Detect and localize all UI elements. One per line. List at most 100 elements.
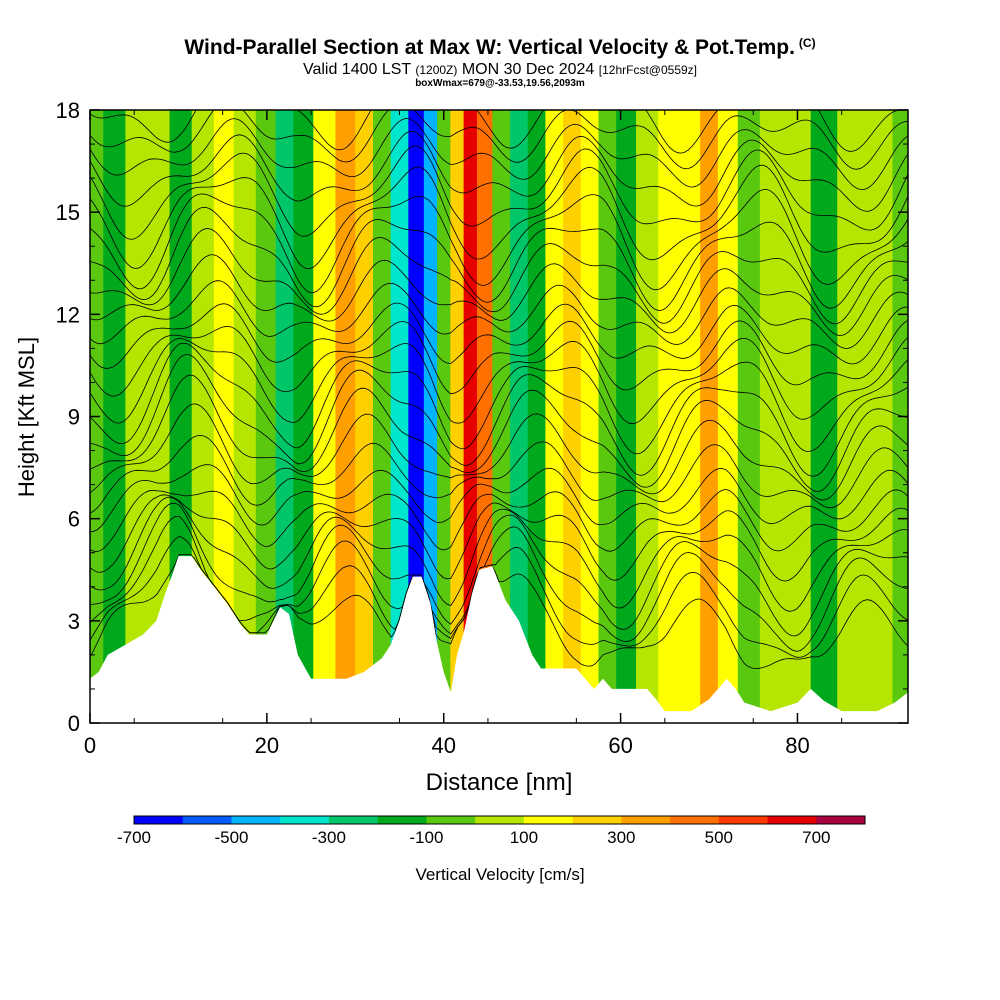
velocity-band	[313, 110, 336, 723]
x-tick-label: 80	[785, 733, 809, 758]
theta-contour	[90, 488, 908, 553]
velocity-band	[355, 110, 374, 723]
colorbar-swatch	[182, 816, 232, 824]
x-tick-label: 0	[84, 733, 96, 758]
velocity-band	[463, 110, 478, 723]
velocity-band	[700, 110, 719, 723]
subtitle-date: MON 30 Dec 2024	[457, 61, 599, 78]
theta-contour	[90, 130, 908, 212]
theta-contour	[90, 110, 908, 154]
colorbar-tick-label: 500	[705, 828, 733, 847]
velocity-band	[492, 110, 511, 723]
y-tick-label: 15	[56, 200, 80, 225]
theta-contour	[90, 188, 908, 294]
colorbar-tick-label: -700	[117, 828, 151, 847]
theta-contour	[90, 502, 908, 637]
theta-contour	[90, 374, 908, 492]
theta-contour	[90, 403, 908, 501]
y-axis-ticks: 0 3 6 9 12 15 18	[56, 98, 908, 736]
velocity-band	[810, 110, 838, 723]
x-axis-ticks: 0 20 40 60 80	[84, 110, 843, 758]
colorbar-swatch	[280, 816, 330, 824]
velocity-band	[545, 110, 564, 723]
x-tick-label: 60	[608, 733, 632, 758]
colorbar-tick-label: -300	[312, 828, 346, 847]
vertical-velocity-field	[90, 110, 908, 723]
subtitle-valid: Valid 1400 LST	[302, 61, 416, 78]
theta-contour	[90, 494, 908, 582]
colorbar	[133, 815, 866, 825]
colorbar-swatch	[767, 816, 817, 824]
velocity-band	[233, 110, 257, 723]
velocity-band	[437, 110, 451, 723]
chart-subtitle: Valid 1400 LST (1200Z) MON 30 Dec 2024 […	[0, 61, 1000, 79]
theta-contour	[90, 254, 908, 337]
box-info: boxWmax=679@-33.53,19.56,2093m	[415, 78, 585, 89]
colorbar-swatch	[670, 816, 720, 824]
y-tick-label: 18	[56, 98, 80, 123]
velocity-band	[372, 110, 392, 723]
terrain-mask	[90, 556, 908, 723]
velocity-band	[125, 110, 149, 723]
velocity-band	[390, 110, 409, 723]
theta-contour	[90, 206, 908, 312]
velocity-band	[255, 110, 277, 723]
colorbar-label: Vertical Velocity [cm/s]	[415, 865, 584, 884]
subtitle-forecast: [12hrFcst@0559z]	[598, 63, 698, 77]
plot-area	[90, 110, 908, 723]
velocity-band	[275, 110, 294, 723]
chart-title: Wind-Parallel Section at Max W: Vertical…	[0, 36, 1000, 60]
y-tick-label: 6	[68, 507, 80, 532]
colorbar-tick-labels: -700 -500 -300 -100 100 300 500 700	[117, 828, 831, 847]
colorbar-swatch	[572, 816, 622, 824]
theta-contour	[90, 228, 908, 325]
velocity-band	[837, 110, 865, 723]
velocity-band	[759, 110, 785, 723]
theta-contour	[90, 319, 908, 397]
theta-contour	[90, 302, 908, 369]
colorbar-tick-label: 300	[607, 828, 635, 847]
theta-contour	[90, 145, 908, 240]
y-tick-label: 9	[68, 405, 80, 430]
theta-contour	[90, 280, 908, 349]
colorbar-swatch	[718, 816, 768, 824]
velocity-band	[563, 110, 582, 723]
colorbar-tick-label: 700	[802, 828, 830, 847]
x-tick-label: 20	[255, 733, 279, 758]
velocity-band	[680, 110, 701, 723]
velocity-band	[510, 110, 529, 723]
velocity-band	[717, 110, 739, 723]
colorbar-swatch	[231, 816, 281, 824]
velocity-band	[658, 110, 681, 723]
colorbar-tick-label: 100	[510, 828, 538, 847]
copyright-mark: (C)	[798, 36, 816, 50]
chart-title-text: Wind-Parallel Section at Max W: Vertical…	[184, 36, 795, 59]
theta-contour	[90, 117, 908, 191]
theta-contour	[90, 110, 908, 170]
colorbar-frame	[133, 815, 866, 825]
velocity-band	[103, 110, 126, 723]
potential-temperature-contours	[90, 110, 908, 670]
velocity-band	[580, 110, 600, 723]
theta-contour	[90, 464, 908, 533]
colorbar-swatch	[134, 816, 184, 824]
theta-contour	[90, 164, 908, 270]
colorbar-swatch	[475, 816, 525, 824]
theta-contour	[90, 516, 908, 652]
colorbar-swatch	[621, 816, 671, 824]
velocity-band	[737, 110, 761, 723]
theta-contour	[90, 353, 908, 477]
colorbar-tick-label: -100	[409, 828, 443, 847]
velocity-band	[147, 110, 171, 723]
subtitle-zulu: (1200Z)	[415, 63, 458, 77]
y-axis-label: Height [Kft MSL]	[14, 337, 39, 497]
velocity-band	[408, 110, 425, 723]
theta-contour	[90, 435, 908, 514]
velocity-band	[293, 110, 314, 723]
velocity-band	[450, 110, 465, 723]
x-axis-label: Distance [nm]	[426, 769, 573, 796]
colorbar-swatch	[377, 816, 427, 824]
theta-contour	[90, 342, 908, 455]
colorbar-tick-label: -500	[214, 828, 248, 847]
